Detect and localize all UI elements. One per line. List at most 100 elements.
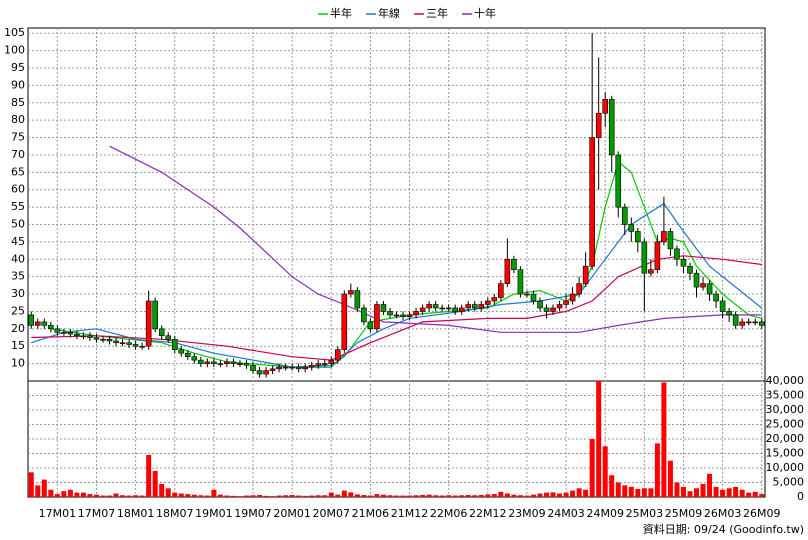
- candle-body: [282, 366, 289, 369]
- volume-bar: [374, 494, 380, 497]
- x-tick-label: 24M03: [547, 507, 585, 520]
- volume-bar: [420, 494, 426, 497]
- volume-bar: [309, 495, 315, 497]
- volume-bar: [126, 495, 132, 497]
- y2-tick-label: 25,000: [766, 418, 805, 431]
- volume-bar: [739, 489, 745, 497]
- y2-tick-label: 5,000: [773, 476, 805, 489]
- volume-bar: [28, 472, 34, 497]
- candle-body: [615, 154, 622, 208]
- volume-bar: [217, 494, 223, 497]
- y-tick-label: 90: [11, 78, 25, 91]
- y2-tick-label: 35,000: [766, 389, 805, 402]
- volume-bar: [472, 495, 478, 497]
- candle-body: [458, 307, 465, 312]
- volume-bar: [61, 491, 67, 497]
- volume-bar: [198, 495, 204, 497]
- volume-bar: [615, 482, 621, 497]
- volume-bar: [609, 475, 615, 497]
- candle-body: [34, 321, 41, 326]
- candle-body: [28, 314, 35, 326]
- y2-tick-label: 10,000: [766, 461, 805, 474]
- volume-bar: [478, 494, 484, 497]
- candle-body: [471, 304, 478, 309]
- x-tick-label: 25M03: [626, 507, 664, 520]
- candle-body: [602, 98, 609, 114]
- x-tick-label: 20M01: [273, 507, 311, 520]
- candle-body: [550, 307, 556, 312]
- volume-bar: [354, 494, 360, 497]
- candle-body: [165, 335, 172, 340]
- candle-body: [406, 314, 413, 317]
- volume-bar: [113, 493, 119, 497]
- candle-body: [335, 349, 341, 361]
- x-tick-label: 19M01: [195, 507, 233, 520]
- volume-bar: [713, 486, 719, 497]
- candle-body: [511, 258, 517, 271]
- y2-tick-label: 30,000: [766, 403, 805, 416]
- x-tick-label: 26M03: [704, 507, 742, 520]
- candle-body: [661, 231, 667, 243]
- candle-body: [341, 293, 348, 350]
- volume-bar: [648, 488, 654, 497]
- volume-bar: [557, 493, 563, 497]
- candle-body: [139, 345, 145, 348]
- volume-bar: [35, 485, 41, 497]
- candle-body: [361, 307, 367, 323]
- x-tick-label: 22M06: [430, 507, 468, 520]
- candle-body: [485, 300, 491, 305]
- candle-body: [641, 241, 648, 274]
- y-tick-label: 30: [11, 287, 25, 300]
- candle-body: [250, 365, 256, 371]
- candle-body: [524, 293, 530, 296]
- candle-body: [726, 311, 732, 316]
- volume-bar: [315, 495, 321, 497]
- y-tick-label: 75: [11, 131, 25, 144]
- candle-body: [374, 304, 380, 330]
- volume-bar: [400, 495, 406, 497]
- volume-bar: [387, 495, 393, 497]
- candle-body: [732, 314, 739, 326]
- volume-bar: [93, 494, 99, 497]
- candle-body: [635, 231, 641, 243]
- x-tick-label: 25M09: [665, 507, 703, 520]
- footnote: 資料日期: 09/24 (Goodinfo.tw): [643, 522, 804, 536]
- volume-bar: [602, 446, 608, 497]
- legend-label: 十年: [474, 6, 496, 20]
- candle-body: [478, 304, 485, 309]
- volume-bar: [680, 486, 686, 497]
- candle-body: [491, 297, 498, 302]
- candle-body: [530, 293, 537, 302]
- candle-body: [243, 363, 250, 366]
- candle-body: [67, 332, 74, 335]
- candle-body: [100, 338, 106, 341]
- x-tick-label: 18M01: [117, 507, 155, 520]
- y-tick-label: 20: [11, 322, 25, 335]
- volume-bar: [283, 495, 289, 497]
- volume-bar: [511, 494, 517, 497]
- volume-bar: [276, 495, 282, 497]
- candle-body: [113, 340, 119, 344]
- volume-bar: [485, 494, 491, 497]
- candle-body: [80, 335, 87, 338]
- y-tick-label: 55: [11, 200, 25, 213]
- candle-body: [315, 363, 322, 366]
- candle-body: [621, 206, 628, 225]
- volume-bar: [335, 494, 341, 497]
- candle-body: [713, 293, 719, 302]
- legend-label: 半年: [330, 6, 352, 20]
- volume-bar: [250, 495, 256, 497]
- candle-body: [152, 300, 158, 330]
- volume-bar: [80, 492, 86, 497]
- candle-body: [276, 366, 282, 370]
- candle-body: [48, 325, 54, 330]
- volume-bar: [367, 495, 373, 497]
- volume-bar: [322, 495, 328, 497]
- candle-body: [537, 300, 543, 309]
- candle-body: [308, 365, 315, 368]
- candle-body: [576, 283, 582, 295]
- y-tick-label: 70: [11, 148, 25, 161]
- volume-bar: [537, 493, 543, 497]
- volume-bar: [328, 492, 334, 497]
